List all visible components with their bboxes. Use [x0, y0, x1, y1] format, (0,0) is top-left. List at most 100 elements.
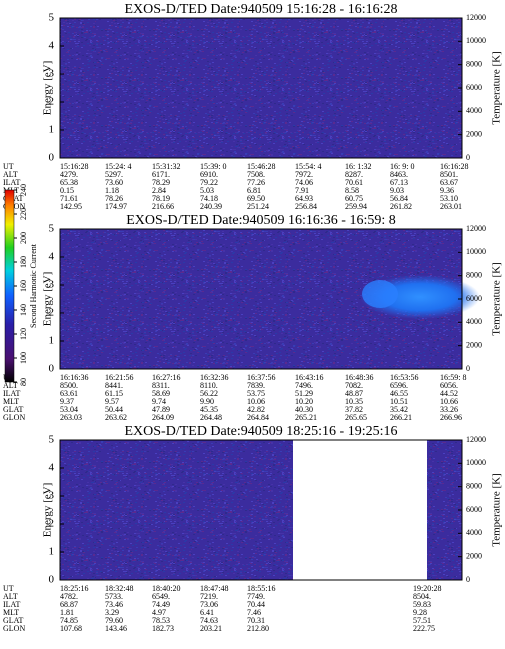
row-label: ILAT: [3, 600, 20, 609]
table-cell: 44.52: [440, 389, 458, 398]
table-cell: 143.46: [105, 624, 127, 633]
y2-tick-label: 2000: [466, 129, 482, 138]
table-cell: 37.82: [345, 405, 363, 414]
row-label: GLON: [3, 624, 25, 633]
table-cell: 216.66: [152, 202, 174, 211]
table-cell: 10.20: [295, 397, 313, 406]
table-cell: 16:48:36: [345, 373, 373, 382]
table-cell: 64.93: [295, 194, 313, 203]
y2-tick-label: 6000: [466, 83, 482, 92]
table-cell: 7082.: [345, 381, 363, 390]
table-cell: 8463.: [390, 170, 408, 179]
table-cell: 8.58: [345, 186, 359, 195]
y-tick-label: 5: [49, 223, 55, 235]
colorbar-tick-label: 100: [19, 352, 28, 364]
table-cell: 78.19: [152, 194, 170, 203]
table-cell: 6596.: [390, 381, 408, 390]
table-cell: 78.53: [152, 616, 170, 625]
table-cell: 15:31:32: [152, 162, 180, 171]
table-cell: 251.24: [247, 202, 269, 211]
table-cell: 266.96: [440, 413, 462, 422]
y-tick-label: 1: [49, 546, 55, 558]
row-label: MLT: [3, 397, 19, 406]
table-cell: 51.29: [295, 389, 313, 398]
table-cell: 78.26: [105, 194, 123, 203]
table-cell: 16:16:36: [60, 373, 88, 382]
table-cell: 1.18: [105, 186, 119, 195]
table-cell: 70.44: [247, 600, 265, 609]
table-cell: 6910.: [200, 170, 218, 179]
table-cell: 63.61: [60, 389, 78, 398]
y2-tick-label: 2000: [466, 551, 482, 560]
row-label: GLON: [3, 413, 25, 422]
table-cell: 18:32:48: [105, 584, 133, 593]
table-cell: 107.68: [60, 624, 82, 633]
colorbar-tick-label: 240: [19, 184, 28, 196]
table-cell: 7839.: [247, 381, 265, 390]
table-cell: 222.75: [413, 624, 435, 633]
table-cell: 35.42: [390, 405, 408, 414]
table-cell: 16:53:56: [390, 373, 418, 382]
table-cell: 6056.: [440, 381, 458, 390]
table-cell: 4782.: [60, 592, 78, 601]
table-cell: 9.57: [105, 397, 119, 406]
table-cell: 8504.: [413, 592, 431, 601]
table-cell: 15:54: 4: [295, 162, 321, 171]
table-cell: 256.84: [295, 202, 317, 211]
table-cell: 6.81: [247, 186, 261, 195]
table-cell: 8441.: [105, 381, 123, 390]
y2-tick-label: 12000: [466, 435, 486, 444]
table-cell: 263.03: [60, 413, 82, 422]
table-cell: 56.22: [200, 389, 218, 398]
table-cell: 259.94: [345, 202, 367, 211]
table-cell: 79.60: [105, 616, 123, 625]
table-cell: 6.41: [200, 608, 214, 617]
table-cell: 19:20:28: [413, 584, 441, 593]
y2-tick-label: 10000: [466, 247, 486, 256]
table-cell: 74.06: [295, 178, 313, 187]
y-tick-label: 5: [49, 12, 55, 24]
table-cell: 70.31: [247, 616, 265, 625]
table-cell: 5.03: [200, 186, 214, 195]
y-tick-label: 4: [49, 251, 55, 263]
table-cell: 16: 1:32: [345, 162, 371, 171]
colorbar-tick-label: 160: [19, 280, 28, 292]
table-cell: 74.63: [200, 616, 218, 625]
y-tick-label: 3: [49, 279, 55, 291]
data-gap: [293, 440, 427, 580]
colorbar-tick-label: 120: [19, 328, 28, 340]
table-cell: 6549.: [152, 592, 170, 601]
y-tick-label: 5: [49, 434, 55, 446]
y-tick-label: 0: [49, 574, 55, 586]
colorbar-tick-label: 180: [19, 256, 28, 268]
table-cell: 7749.: [247, 592, 265, 601]
table-cell: 16:21:56: [105, 373, 133, 382]
table-cell: 57.51: [413, 616, 431, 625]
table-cell: 16:32:36: [200, 373, 228, 382]
y-tick-label: 2: [49, 518, 55, 530]
y2-tick-label: 4000: [466, 317, 482, 326]
y2-tick-label: 0: [466, 153, 470, 162]
table-cell: 73.60: [105, 178, 123, 187]
colorbar-tick-label: 140: [19, 304, 28, 316]
table-cell: 16:37:56: [247, 373, 275, 382]
table-cell: 42.82: [247, 405, 265, 414]
table-cell: 5297.: [105, 170, 123, 179]
table-cell: 16:16:28: [440, 162, 468, 171]
table-cell: 65.38: [60, 178, 78, 187]
y2-tick-label: 12000: [466, 224, 486, 233]
table-cell: 71.61: [60, 194, 78, 203]
table-cell: 60.75: [345, 194, 363, 203]
table-cell: 46.55: [390, 389, 408, 398]
y2-tick-label: 8000: [466, 270, 482, 279]
table-cell: 10.06: [247, 397, 265, 406]
table-cell: 7496.: [295, 381, 313, 390]
panel-title: EXOS-D/TED Date:940509 18:25:16 - 19:25:…: [125, 424, 398, 439]
table-cell: 10.51: [390, 397, 408, 406]
table-cell: 9.03: [390, 186, 404, 195]
table-cell: 70.61: [345, 178, 363, 187]
table-cell: 203.21: [200, 624, 222, 633]
table-cell: 33.26: [440, 405, 458, 414]
table-cell: 142.95: [60, 202, 82, 211]
table-cell: 16:27:16: [152, 373, 180, 382]
